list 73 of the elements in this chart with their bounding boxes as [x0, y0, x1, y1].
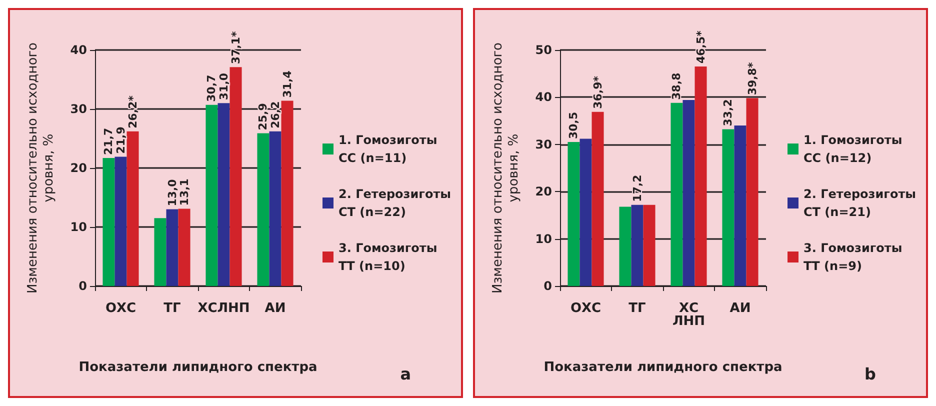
data-label: 30,5 — [567, 112, 580, 140]
legend-label: 2. Гетерозиготы СТ (n=22) — [338, 187, 451, 219]
text: b — [864, 364, 876, 384]
legend-label: 2. Гетерозиготы СТ (n=21) — [804, 187, 916, 219]
y-tick-label: 0 — [78, 279, 87, 293]
y-tick-label: 10 — [535, 232, 552, 246]
x-tick-label: АИ — [264, 301, 286, 316]
bar — [580, 138, 592, 286]
bar — [166, 209, 178, 286]
legend-label: 1. Гомозиготы СС (n=11) — [338, 133, 438, 165]
x-tick-label: АИ — [730, 301, 751, 316]
bar — [631, 204, 644, 286]
x-tick-label: ХСЛНП — [198, 301, 250, 316]
bar — [734, 126, 746, 286]
bar — [230, 67, 242, 286]
data-label: 26,2* — [126, 95, 140, 128]
x-axis-title: Показатели липидного спектра — [78, 360, 318, 375]
data-label: 25,9 — [256, 103, 270, 130]
bar — [694, 66, 707, 286]
legend-label: 3. Гомозиготы ТТ (n=10) — [338, 241, 438, 273]
bar — [126, 131, 139, 286]
data-label: 31,0 — [217, 72, 230, 100]
y-axis-title: Изменения относительно исходного уровня, % — [490, 42, 522, 294]
data-label: 31,4 — [280, 70, 294, 98]
x-tick-label: ОХС — [105, 301, 136, 316]
bar — [114, 156, 127, 286]
data-label: 38,8 — [670, 72, 684, 100]
bar — [682, 100, 695, 286]
bar — [746, 98, 758, 286]
data-label: 13,1 — [178, 178, 191, 206]
y-tick-label: 20 — [535, 184, 552, 199]
data-label: 36,9* — [591, 76, 604, 109]
text: a — [400, 364, 411, 384]
y-tick-label: 30 — [70, 102, 87, 116]
data-label: 39,8* — [746, 62, 759, 96]
y-tick-label: 0 — [544, 279, 552, 293]
bar — [568, 142, 580, 286]
data-label: 17,2 — [630, 174, 644, 202]
y-tick-label: 40 — [535, 90, 552, 104]
y-tick-label: 20 — [70, 161, 87, 175]
legend-label: 1. Гомозиготы СС (n=12) — [804, 133, 902, 165]
bar — [281, 100, 294, 286]
bar — [643, 204, 656, 286]
x-tick-label: ТГ — [164, 301, 181, 316]
data-label: 33,2 — [722, 99, 735, 126]
data-label: 37,1* — [229, 30, 242, 64]
bar — [178, 208, 190, 286]
bar — [592, 112, 604, 286]
data-label: 46,5* — [694, 30, 708, 64]
data-label: 21,7 — [102, 128, 116, 155]
y-axis-title: Изменения относительно исходного уровня, % — [26, 42, 56, 294]
data-label: 30,7 — [205, 74, 218, 102]
bar — [154, 218, 166, 286]
x-tick-label: ОХС — [570, 301, 602, 316]
x-axis-title: Показатели липидного спектра — [544, 360, 782, 375]
bar — [102, 158, 115, 286]
data-label: 13,0 — [166, 178, 179, 206]
data-label: 21,9 — [114, 126, 128, 154]
y-tick-label: 10 — [70, 220, 87, 234]
x-tick-label: ХС ЛНП — [672, 301, 706, 329]
y-tick-label: 30 — [535, 137, 552, 152]
y-tick-label: 50 — [535, 43, 552, 57]
x-tick-label: ТГ — [628, 301, 646, 316]
y-tick-label: 40 — [70, 43, 87, 57]
bar — [619, 206, 632, 286]
bar — [218, 103, 230, 286]
bar — [722, 129, 734, 286]
data-label: 26,2 — [268, 101, 282, 128]
bar — [206, 104, 218, 286]
bar — [269, 131, 282, 286]
legend-label: 3. Гомозиготы ТТ (n=9) — [804, 241, 902, 273]
bar — [670, 102, 683, 286]
bar — [257, 133, 270, 286]
